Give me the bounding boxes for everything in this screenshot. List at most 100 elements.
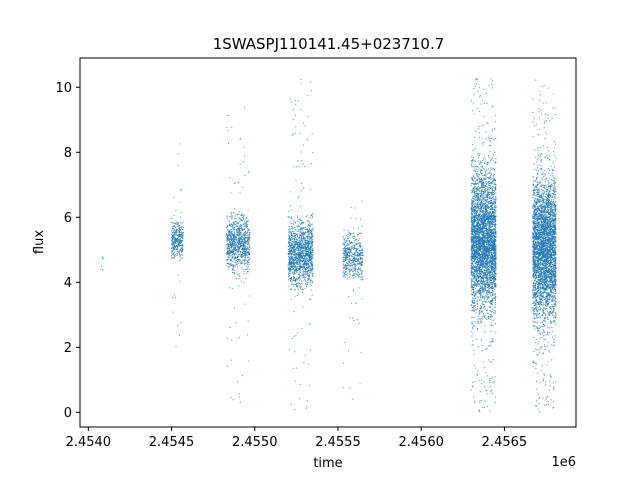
data-point: [233, 211, 235, 214]
data-point: [309, 188, 312, 191]
data-point: [348, 241, 350, 243]
data-point: [229, 235, 231, 237]
data-point: [243, 244, 245, 246]
data-point: [226, 253, 228, 255]
data-point: [494, 222, 496, 224]
data-point: [288, 279, 290, 281]
data-point: [231, 230, 233, 232]
data-point: [309, 241, 311, 243]
data-point: [343, 261, 345, 263]
data-point: [347, 235, 349, 237]
data-point: [181, 234, 183, 236]
data-point: [475, 226, 477, 229]
data-point: [226, 238, 229, 240]
data-point: [243, 252, 245, 255]
data-point: [290, 251, 292, 253]
data-point: [238, 337, 240, 339]
data-point: [293, 335, 295, 337]
data-point: [353, 247, 355, 249]
data-point: [291, 234, 293, 237]
data-point: [484, 186, 486, 189]
data-point: [231, 263, 233, 266]
data-point: [300, 227, 302, 229]
data-point: [310, 239, 312, 241]
data-point: [291, 251, 294, 253]
data-point: [491, 284, 493, 286]
data-point: [355, 242, 357, 244]
data-point: [299, 275, 301, 277]
data-point: [484, 181, 486, 183]
data-point: [230, 254, 232, 257]
data-point: [362, 248, 364, 250]
data-point: [248, 238, 250, 240]
data-point: [304, 259, 306, 261]
data-point: [244, 242, 247, 244]
data-point: [233, 237, 235, 239]
data-point: [298, 250, 300, 252]
data-point: [233, 247, 235, 249]
data-point: [246, 220, 248, 222]
data-point: [178, 245, 180, 247]
data-point: [233, 228, 235, 230]
data-point: [295, 232, 297, 234]
data-point: [305, 264, 307, 266]
data-point: [230, 396, 232, 398]
data-point: [489, 281, 491, 283]
data-point: [297, 245, 299, 247]
data-point: [349, 257, 351, 260]
data-point: [306, 272, 309, 274]
data-point: [304, 262, 306, 264]
data-point: [293, 220, 295, 222]
data-point: [310, 245, 312, 247]
data-point: [228, 233, 230, 235]
data-point: [230, 260, 233, 262]
data-point: [248, 268, 250, 271]
data-point: [288, 250, 290, 253]
data-point: [175, 238, 177, 241]
data-point: [485, 175, 487, 177]
data-point: [248, 244, 251, 246]
data-point: [238, 248, 240, 250]
data-point: [304, 279, 306, 281]
data-point: [491, 361, 493, 363]
data-point: [473, 353, 475, 356]
data-point: [171, 229, 173, 231]
data-point: [299, 270, 301, 272]
data-point: [294, 295, 296, 297]
data-point: [304, 252, 306, 254]
data-point: [229, 252, 231, 254]
data-point: [293, 269, 295, 271]
data-point: [358, 247, 360, 249]
data-point: [233, 272, 236, 274]
data-point: [237, 251, 240, 253]
data-point: [479, 299, 481, 301]
data-point: [344, 265, 347, 267]
data-point: [343, 255, 345, 257]
data-point: [308, 251, 311, 254]
data-point: [485, 289, 487, 291]
data-point: [302, 264, 304, 266]
data-point: [308, 233, 310, 235]
data-point: [358, 260, 360, 262]
data-point: [229, 248, 231, 251]
data-point: [231, 254, 233, 256]
data-point: [301, 249, 304, 251]
data-point: [238, 217, 240, 219]
data-point: [355, 272, 357, 275]
data-point: [299, 253, 301, 256]
data-point: [226, 226, 229, 228]
data-point: [308, 257, 311, 259]
data-point: [477, 186, 479, 188]
data-point: [308, 248, 311, 250]
data-point: [232, 265, 234, 267]
data-point: [489, 377, 491, 380]
data-point: [171, 217, 173, 220]
data-point: [234, 266, 236, 268]
data-point: [178, 221, 180, 223]
data-point: [346, 240, 348, 242]
data-point: [243, 235, 246, 237]
data-point: [247, 228, 249, 230]
data-point: [358, 238, 360, 240]
data-point: [233, 252, 235, 254]
data-point: [239, 262, 242, 264]
